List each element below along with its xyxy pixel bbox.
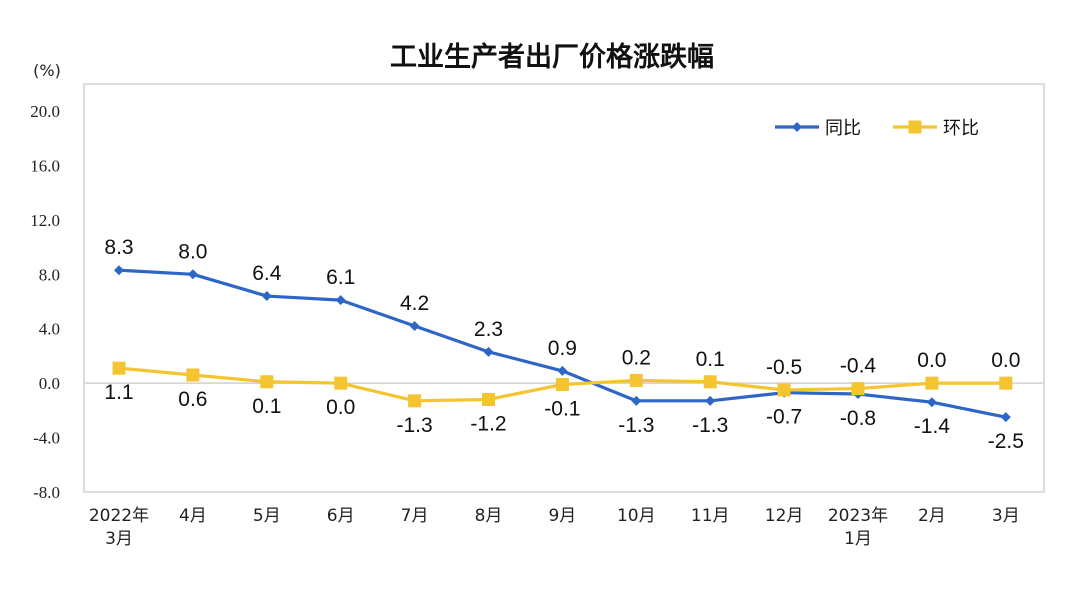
data-label: 0.0	[917, 349, 946, 372]
data-label: -1.3	[397, 414, 433, 437]
data-label: -1.4	[914, 415, 951, 438]
data-point	[705, 395, 716, 406]
data-label: 0.6	[178, 388, 207, 411]
data-label: 6.1	[326, 266, 355, 289]
x-tick-label: 2022年	[89, 506, 149, 526]
legend: 同比 环比	[775, 118, 979, 139]
data-label: -1.2	[470, 412, 506, 435]
y-axis-unit: (%)	[33, 61, 61, 80]
x-tick-label: 4月	[179, 506, 207, 526]
x-tick-label: 11月	[691, 506, 730, 526]
data-point	[335, 295, 346, 306]
legend-marker	[792, 122, 802, 132]
legend-item: 环比	[893, 118, 979, 139]
data-point	[851, 382, 865, 396]
data-point	[999, 376, 1013, 390]
x-tick-label: 1月	[844, 529, 872, 549]
data-point	[260, 375, 274, 389]
data-label: -0.5	[766, 356, 802, 379]
data-label: 6.4	[252, 262, 282, 285]
data-label: -0.7	[766, 406, 802, 429]
x-tick-label: 10月	[617, 506, 656, 526]
x-tick-label: 12月	[765, 506, 804, 526]
data-label: 0.0	[991, 349, 1020, 372]
data-point	[334, 376, 348, 390]
data-label: -1.3	[692, 414, 728, 437]
data-label: 2.3	[474, 318, 503, 341]
y-tick-label: 0.0	[39, 374, 60, 393]
y-tick-label: -8.0	[33, 483, 60, 502]
data-label: 8.3	[104, 236, 133, 259]
legend-label: 环比	[943, 118, 979, 139]
data-point	[777, 383, 791, 397]
y-tick-label: 4.0	[39, 320, 60, 339]
data-label: -0.8	[840, 407, 876, 430]
data-point	[631, 395, 642, 406]
data-point	[703, 375, 717, 389]
plot-area	[83, 83, 1045, 493]
legend-item: 同比	[775, 118, 861, 139]
data-point	[483, 346, 494, 357]
data-point	[557, 365, 568, 376]
data-label: -2.5	[988, 430, 1024, 453]
data-label: 1.1	[104, 381, 133, 404]
data-point	[186, 368, 200, 382]
y-tick-label: -4.0	[33, 429, 60, 448]
data-label: 0.9	[548, 337, 577, 360]
x-tick-label: 2月	[918, 506, 946, 526]
plot-border	[83, 83, 1045, 493]
data-point	[482, 392, 495, 406]
y-tick-label: 12.0	[30, 211, 60, 230]
legend-marker	[908, 120, 922, 134]
y-tick-label: 8.0	[39, 265, 60, 284]
data-point	[409, 320, 420, 331]
x-tick-label: 5月	[253, 506, 281, 526]
x-tick-label: 9月	[548, 506, 576, 526]
data-point	[112, 361, 126, 375]
data-label: 0.2	[622, 346, 651, 369]
data-point	[187, 269, 198, 280]
data-point	[925, 376, 939, 390]
data-label: -1.3	[618, 414, 654, 437]
x-tick-label: 3月	[105, 529, 133, 549]
data-label: 8.0	[178, 240, 207, 263]
data-label: 4.2	[400, 292, 429, 315]
data-point	[261, 291, 272, 302]
series-layer: 8.3 1.1 8.0 0.6 6.4 0.1 6.1 0.0 4.2 -1.3 2.3 -1.2 0.…	[104, 236, 1023, 453]
x-tick-label: 2023年	[828, 506, 888, 526]
data-point	[114, 265, 124, 276]
x-tick-label: 7月	[401, 506, 429, 526]
legend-label: 同比	[825, 118, 861, 139]
data-label: 0.1	[696, 348, 725, 371]
data-label: 0.1	[252, 395, 281, 418]
x-tick-label: 3月	[992, 506, 1020, 526]
data-point	[629, 373, 643, 387]
data-point	[408, 394, 422, 408]
data-point	[555, 378, 569, 392]
series-mom	[112, 361, 1013, 408]
y-axis-ticks: 20.0 16.0 12.0 8.0 4.0 0.0 -4.0 -8.0	[30, 102, 60, 502]
chart-title: 工业生产者出厂价格涨跌幅	[390, 42, 714, 73]
data-point	[1000, 412, 1011, 423]
x-axis-ticks: 2022年 3月 4月 5月 6月 7月 8月 9月 10月 11月 12月 2023年 1月 2月 3月	[89, 506, 1020, 549]
data-labels: 8.3 1.1 8.0 0.6 6.4 0.1 6.1 0.0 4.2 -1.3 2.3 -1.2 0.…	[104, 236, 1023, 453]
data-label: -0.1	[544, 398, 580, 421]
y-tick-label: 16.0	[30, 156, 60, 175]
data-label: 0.0	[326, 396, 355, 419]
x-tick-label: 6月	[327, 506, 355, 526]
data-point	[926, 397, 937, 408]
y-tick-label: 20.0	[30, 102, 60, 121]
x-tick-label: 8月	[475, 506, 503, 526]
data-label: -0.4	[840, 355, 877, 378]
